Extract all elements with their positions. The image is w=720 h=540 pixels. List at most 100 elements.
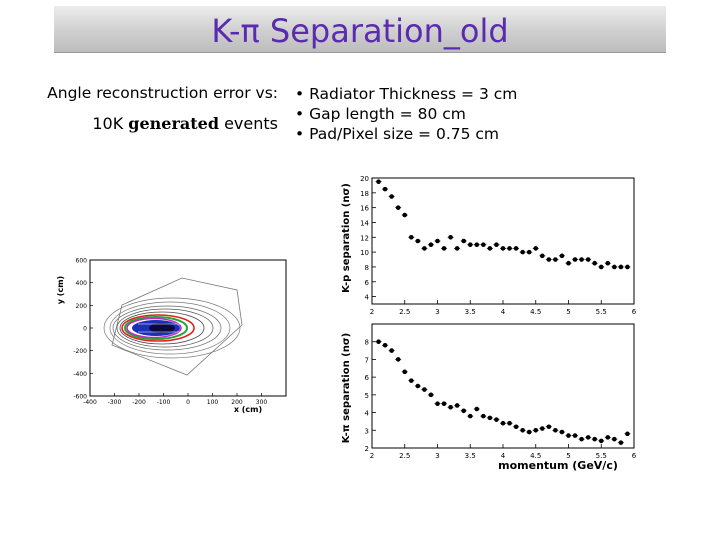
x-tick-label: -100 bbox=[157, 399, 171, 406]
data-point bbox=[625, 431, 630, 437]
data-point bbox=[422, 246, 427, 251]
x-tick-label: 3 bbox=[435, 308, 439, 316]
data-point bbox=[382, 342, 388, 348]
data-point bbox=[487, 246, 493, 251]
x-tick-label: -200 bbox=[132, 399, 146, 406]
data-point bbox=[487, 415, 493, 421]
title-bar: K-π Separation_old bbox=[54, 6, 666, 53]
x-tick-label: 2.5 bbox=[399, 308, 410, 316]
description-line-1: Angle reconstruction error vs: bbox=[47, 84, 278, 102]
bullet-pixel: • Pad/Pixel size = 0.75 cm bbox=[295, 125, 500, 143]
y-tick-label: -400 bbox=[73, 371, 87, 378]
generated-word: generated bbox=[128, 114, 219, 133]
y-tick-label: 8 bbox=[365, 264, 369, 272]
kp-ylabel: K-p separation (nσ) bbox=[341, 183, 352, 293]
data-point bbox=[592, 260, 597, 266]
y-tick-label: 14 bbox=[360, 219, 369, 227]
parameter-list: • Radiator Thickness = 3 cm • Gap length… bbox=[295, 84, 517, 144]
data-point bbox=[513, 246, 519, 251]
data-point bbox=[467, 413, 473, 419]
data-point bbox=[572, 433, 578, 438]
outer-contour bbox=[111, 277, 243, 376]
x-tick-label: 2 bbox=[370, 452, 374, 460]
events-count: 10K bbox=[92, 114, 129, 133]
x-tick-label: 200 bbox=[231, 399, 243, 406]
data-point bbox=[395, 357, 401, 362]
kpi-xlabel: momentum (GeV/c) bbox=[498, 459, 618, 472]
data-point bbox=[382, 186, 388, 192]
data-point bbox=[435, 401, 440, 407]
data-point bbox=[533, 246, 539, 251]
data-point bbox=[428, 242, 434, 248]
y-tick-label: 20 bbox=[360, 175, 369, 183]
data-point bbox=[553, 257, 558, 262]
data-point bbox=[500, 246, 506, 251]
data-point bbox=[605, 260, 611, 266]
contour-ring-magenta bbox=[126, 317, 182, 339]
x-tick-label: 3 bbox=[435, 452, 439, 460]
data-point bbox=[553, 427, 558, 433]
x-tick-label: 3.5 bbox=[465, 308, 476, 316]
x-tick-label: -300 bbox=[108, 399, 122, 406]
data-point bbox=[526, 429, 532, 435]
data-point bbox=[461, 238, 466, 244]
data-point bbox=[441, 401, 447, 407]
data-point bbox=[612, 264, 617, 270]
data-point bbox=[559, 253, 565, 259]
data-point bbox=[618, 264, 624, 270]
contour-xlabel: x (cm) bbox=[234, 405, 262, 414]
data-point bbox=[566, 260, 571, 266]
contour-ring bbox=[112, 305, 222, 351]
y-tick-label: 2 bbox=[365, 445, 369, 453]
x-tick-label: 6 bbox=[632, 308, 637, 316]
kpi-frame bbox=[371, 323, 635, 449]
data-point bbox=[376, 339, 381, 345]
y-tick-label: 6 bbox=[365, 374, 370, 382]
contour-core-dark bbox=[149, 323, 175, 333]
x-tick-label: 3.5 bbox=[465, 452, 476, 460]
data-point bbox=[579, 257, 584, 262]
x-tick-label: 5 bbox=[566, 452, 570, 460]
data-point bbox=[494, 242, 499, 248]
y-tick-label: 18 bbox=[360, 190, 369, 198]
left-description: Angle reconstruction error vs: 10K gener… bbox=[20, 84, 278, 133]
contour-ring bbox=[116, 308, 214, 348]
x-tick-label: 5.5 bbox=[596, 452, 607, 460]
kp-separation-chart: 20 18 16 14 12 10 8 6 4 2 2.5 3 3.5 4 4.5 5 5.5 6 K-p se… bbox=[341, 175, 637, 316]
kpi-separation-chart: 8 7 6 5 4 3 2 2 2.5 3 3.5 4 4.5 5 5.5 6 K-π separation… bbox=[341, 323, 637, 472]
data-point bbox=[474, 242, 480, 248]
data-point bbox=[415, 383, 421, 389]
data-point bbox=[540, 426, 545, 431]
data-point bbox=[389, 194, 394, 199]
y-tick-label: 0 bbox=[83, 326, 87, 333]
data-point bbox=[428, 392, 434, 398]
y-tick-label: 4 bbox=[365, 410, 370, 418]
y-tick-label: 10 bbox=[360, 249, 369, 257]
bullet-gap: • Gap length = 80 cm bbox=[295, 105, 466, 123]
x-tick-label: 2 bbox=[370, 308, 374, 316]
data-point bbox=[389, 348, 394, 353]
kpi-ylabel: K-π separation (nσ) bbox=[341, 333, 352, 443]
contour-ring-red bbox=[121, 314, 195, 342]
data-point bbox=[402, 369, 408, 375]
x-tick-label: 4.5 bbox=[530, 308, 541, 316]
description-line-2: 10K generated events bbox=[20, 114, 278, 133]
data-point bbox=[409, 378, 414, 383]
x-tick-label: -400 bbox=[83, 399, 97, 406]
y-tick-label: 3 bbox=[365, 427, 369, 435]
y-tick-label: 5 bbox=[365, 392, 369, 400]
bullet-radiator: • Radiator Thickness = 3 cm bbox=[295, 85, 518, 103]
x-tick-label: 300 bbox=[256, 399, 268, 406]
data-point bbox=[598, 264, 604, 270]
data-point bbox=[507, 246, 512, 251]
data-point bbox=[533, 427, 539, 433]
contour-ring-green bbox=[124, 316, 188, 340]
data-point bbox=[540, 253, 545, 259]
data-point bbox=[566, 433, 571, 438]
x-tick-label: 5 bbox=[566, 308, 570, 316]
data-point bbox=[625, 264, 630, 270]
y-tick-label: 600 bbox=[76, 258, 88, 265]
data-point bbox=[415, 238, 421, 244]
data-point bbox=[441, 246, 447, 251]
